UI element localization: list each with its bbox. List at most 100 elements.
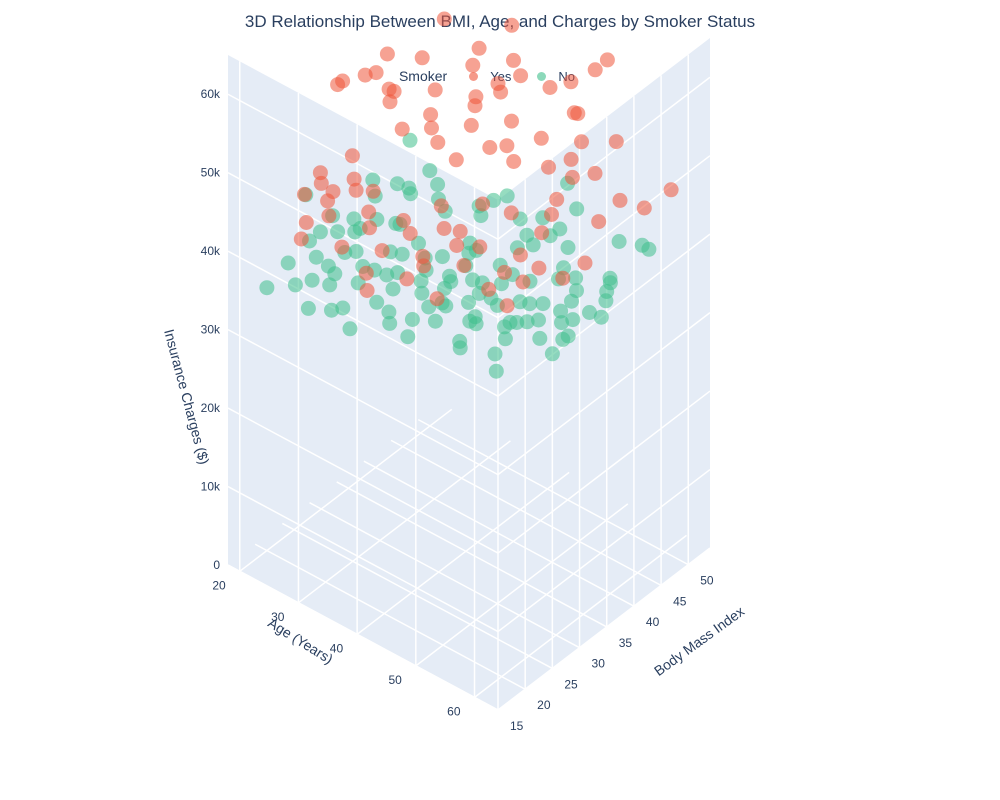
point-yes-69[interactable] <box>467 98 483 114</box>
point-yes-30[interactable] <box>436 221 452 236</box>
point-yes-15[interactable] <box>361 204 377 220</box>
point-yes-17[interactable] <box>362 220 377 236</box>
point-no-111[interactable] <box>497 319 512 335</box>
point-yes-11[interactable] <box>348 182 364 198</box>
point-no-21[interactable] <box>414 285 430 301</box>
point-no-116[interactable] <box>347 224 363 240</box>
point-yes-0[interactable] <box>312 165 328 181</box>
point-no-69[interactable] <box>403 186 419 202</box>
point-no-124[interactable] <box>304 272 320 288</box>
point-yes-23[interactable] <box>374 243 390 259</box>
point-no-91[interactable] <box>568 270 584 286</box>
point-yes-29[interactable] <box>463 117 479 133</box>
point-no-2[interactable] <box>330 224 346 240</box>
point-no-42[interactable] <box>532 330 548 346</box>
point-yes-25[interactable] <box>402 226 418 241</box>
point-yes-42[interactable] <box>506 154 522 169</box>
point-yes-34[interactable] <box>449 238 465 253</box>
point-no-57[interactable] <box>300 300 316 316</box>
point-yes-40[interactable] <box>456 258 472 273</box>
point-yes-21[interactable] <box>423 107 439 123</box>
point-yes-62[interactable] <box>493 84 509 100</box>
point-no-119[interactable] <box>525 237 541 253</box>
point-yes-87[interactable] <box>424 120 439 136</box>
point-yes-58[interactable] <box>577 255 593 271</box>
point-no-43[interactable] <box>565 312 581 328</box>
point-yes-67[interactable] <box>499 298 515 314</box>
point-yes-38[interactable] <box>499 138 515 154</box>
point-yes-70[interactable] <box>320 193 336 209</box>
point-no-50[interactable] <box>499 188 515 204</box>
point-no-7[interactable] <box>348 244 364 259</box>
point-yes-59[interactable] <box>599 52 615 68</box>
point-yes-8[interactable] <box>298 215 314 230</box>
point-yes-83[interactable] <box>513 68 529 84</box>
point-no-106[interactable] <box>312 224 328 240</box>
point-yes-65[interactable] <box>563 74 579 90</box>
point-no-104[interactable] <box>346 211 362 227</box>
point-yes-64[interactable] <box>465 57 481 73</box>
point-no-125[interactable] <box>413 273 429 289</box>
point-no-72[interactable] <box>422 163 438 179</box>
point-no-5[interactable] <box>287 277 303 293</box>
point-yes-1[interactable] <box>297 186 312 202</box>
point-yes-16[interactable] <box>334 239 350 255</box>
point-no-68[interactable] <box>365 172 381 188</box>
point-yes-24[interactable] <box>358 265 374 281</box>
point-yes-35[interactable] <box>482 140 498 155</box>
point-yes-32[interactable] <box>399 271 415 287</box>
point-no-112[interactable] <box>394 246 410 262</box>
point-no-28[interactable] <box>461 294 476 310</box>
point-yes-73[interactable] <box>549 191 565 207</box>
point-no-121[interactable] <box>382 315 398 331</box>
point-yes-48[interactable] <box>481 281 497 297</box>
point-yes-78[interactable] <box>452 223 468 239</box>
point-no-13[interactable] <box>411 235 426 251</box>
point-yes-89[interactable] <box>591 214 607 230</box>
point-no-99[interactable] <box>634 237 650 253</box>
point-yes-86[interactable] <box>368 65 384 81</box>
point-no-74[interactable] <box>402 132 418 148</box>
point-yes-82[interactable] <box>448 152 464 168</box>
point-no-56[interactable] <box>259 280 275 296</box>
point-no-46[interactable] <box>593 309 609 325</box>
point-yes-84[interactable] <box>506 52 521 68</box>
point-no-20[interactable] <box>381 304 397 320</box>
point-yes-46[interactable] <box>512 247 528 263</box>
point-yes-52[interactable] <box>531 260 547 276</box>
point-no-47[interactable] <box>389 176 405 192</box>
point-no-38[interactable] <box>497 331 513 347</box>
point-no-54[interactable] <box>611 234 627 249</box>
point-yes-88[interactable] <box>534 225 550 241</box>
point-yes-10[interactable] <box>321 208 337 224</box>
point-yes-56[interactable] <box>587 165 603 181</box>
point-yes-90[interactable] <box>636 200 652 216</box>
point-no-109[interactable] <box>434 249 450 265</box>
point-yes-79[interactable] <box>359 283 375 298</box>
point-no-85[interactable] <box>442 268 457 284</box>
point-no-59[interactable] <box>400 329 416 345</box>
point-yes-50[interactable] <box>574 134 589 150</box>
point-yes-60[interactable] <box>570 106 586 122</box>
point-yes-19[interactable] <box>427 82 443 98</box>
point-yes-47[interactable] <box>497 264 512 280</box>
point-no-117[interactable] <box>554 315 569 331</box>
point-no-48[interactable] <box>430 177 446 192</box>
point-yes-9[interactable] <box>293 231 309 247</box>
point-no-118[interactable] <box>462 313 478 329</box>
point-yes-20[interactable] <box>471 40 487 56</box>
point-yes-13[interactable] <box>414 50 430 66</box>
point-no-3[interactable] <box>308 249 324 265</box>
point-no-84[interactable] <box>379 267 395 283</box>
point-yes-43[interactable] <box>533 130 549 146</box>
point-yes-33[interactable] <box>416 258 432 274</box>
point-yes-49[interactable] <box>541 159 556 175</box>
point-yes-6[interactable] <box>379 46 395 62</box>
point-no-27[interactable] <box>427 313 443 329</box>
point-yes-71[interactable] <box>365 183 381 199</box>
point-no-92[interactable] <box>369 294 385 310</box>
point-no-53[interactable] <box>560 240 576 255</box>
point-yes-4[interactable] <box>330 77 346 93</box>
point-no-17[interactable] <box>385 281 401 297</box>
